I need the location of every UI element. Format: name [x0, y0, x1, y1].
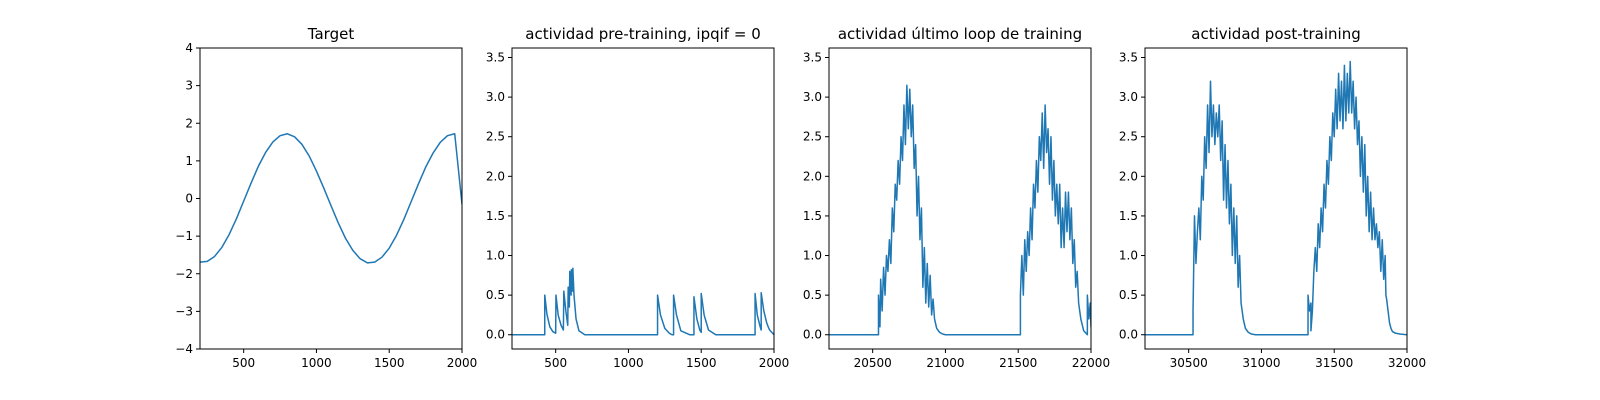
y-tick-label: 2.0 [486, 169, 505, 183]
subplot-4: 30500 31000 31500 32000 0.0 0.5 1.0 1.5 2.0 2.5 3.… [1119, 25, 1426, 370]
x-tick-label: 1500 [374, 356, 405, 370]
chart-title: actividad post-training [1191, 25, 1360, 43]
x-tick-label: 1500 [686, 356, 717, 370]
y-tick-label: −1 [175, 229, 193, 243]
y-tick-label: 0.5 [803, 288, 822, 302]
y-tick-label: 3.0 [1119, 90, 1138, 104]
x-tick-label: 2000 [759, 356, 790, 370]
y-tick-label: 3 [185, 79, 193, 93]
chart-title: actividad pre-training, ipqif = 0 [525, 25, 761, 43]
x-tick-label: 1000 [613, 356, 644, 370]
y-tick-label: 3.0 [803, 90, 822, 104]
y-tick-label: 2 [185, 116, 193, 130]
y-tick-label: 2.5 [803, 130, 822, 144]
y-tick-label: 1.0 [486, 249, 505, 263]
y-tick-label: 0.0 [486, 328, 505, 342]
x-tick-label: 500 [544, 356, 567, 370]
x-tick-label: 22000 [1072, 356, 1110, 370]
subplot-3: 20500 21000 21500 22000 0.0 0.5 1.0 1.5 2.0 2.5 3.… [803, 25, 1110, 370]
y-tick-label: 0.5 [1119, 288, 1138, 302]
x-tick-label: 30500 [1170, 356, 1208, 370]
y-tick-label: 1.5 [1119, 209, 1138, 223]
series-line-1-1 [200, 133, 462, 264]
y-tick-label: 3.5 [1119, 51, 1138, 65]
axes-frame [511, 47, 775, 350]
y-tick-label: 2.0 [803, 169, 822, 183]
y-tick-label: −3 [175, 304, 193, 318]
y-tick-label: 1.0 [803, 249, 822, 263]
axes-frame [828, 47, 1092, 350]
series-line-3-1 [829, 84, 1091, 336]
y-tick-label: 3.5 [486, 51, 505, 65]
y-tick-label: 4 [185, 41, 193, 55]
y-tick-label: −4 [175, 342, 193, 356]
x-tick-label: 31500 [1315, 356, 1353, 370]
y-tick-label: −2 [175, 267, 193, 281]
subplot-2: 500 1000 1500 2000 0.0 0.5 1.0 1.5 2.0 2.5 3.0 3.5 a… [486, 25, 789, 370]
series-line-4-1 [1145, 60, 1407, 336]
y-tick-label: 1.0 [1119, 249, 1138, 263]
x-tick-label: 31000 [1242, 356, 1280, 370]
y-tick-label: 1.5 [486, 209, 505, 223]
y-tick-label: 1.5 [803, 209, 822, 223]
y-tick-label: 0.0 [803, 328, 822, 342]
y-tick-label: 1 [185, 154, 193, 168]
y-tick-label: 0.0 [1119, 328, 1138, 342]
y-tick-label: 2.0 [1119, 169, 1138, 183]
x-tick-label: 21500 [999, 356, 1037, 370]
y-tick-label: 0 [185, 192, 193, 206]
y-tick-label: 2.5 [1119, 130, 1138, 144]
y-tick-label: 0.5 [486, 288, 505, 302]
x-tick-label: 2000 [447, 356, 478, 370]
chart-title: actividad último loop de training [838, 25, 1082, 43]
x-tick-label: 500 [232, 356, 255, 370]
y-tick-label: 3.0 [486, 90, 505, 104]
x-tick-label: 1000 [301, 356, 332, 370]
x-tick-label: 20500 [854, 356, 892, 370]
chart-title: Target [307, 25, 355, 43]
x-tick-label: 21000 [926, 356, 964, 370]
y-tick-label: 2.5 [486, 130, 505, 144]
axes-frame [199, 47, 463, 350]
x-tick-label: 32000 [1388, 356, 1426, 370]
series-line-2-1 [512, 267, 774, 336]
y-tick-label: 3.5 [803, 51, 822, 65]
subplot-1: 500 1000 1500 2000 −4 −3 −2 −1 0 1 2 3 4 Target [175, 25, 477, 370]
axes-frame [1144, 47, 1408, 350]
